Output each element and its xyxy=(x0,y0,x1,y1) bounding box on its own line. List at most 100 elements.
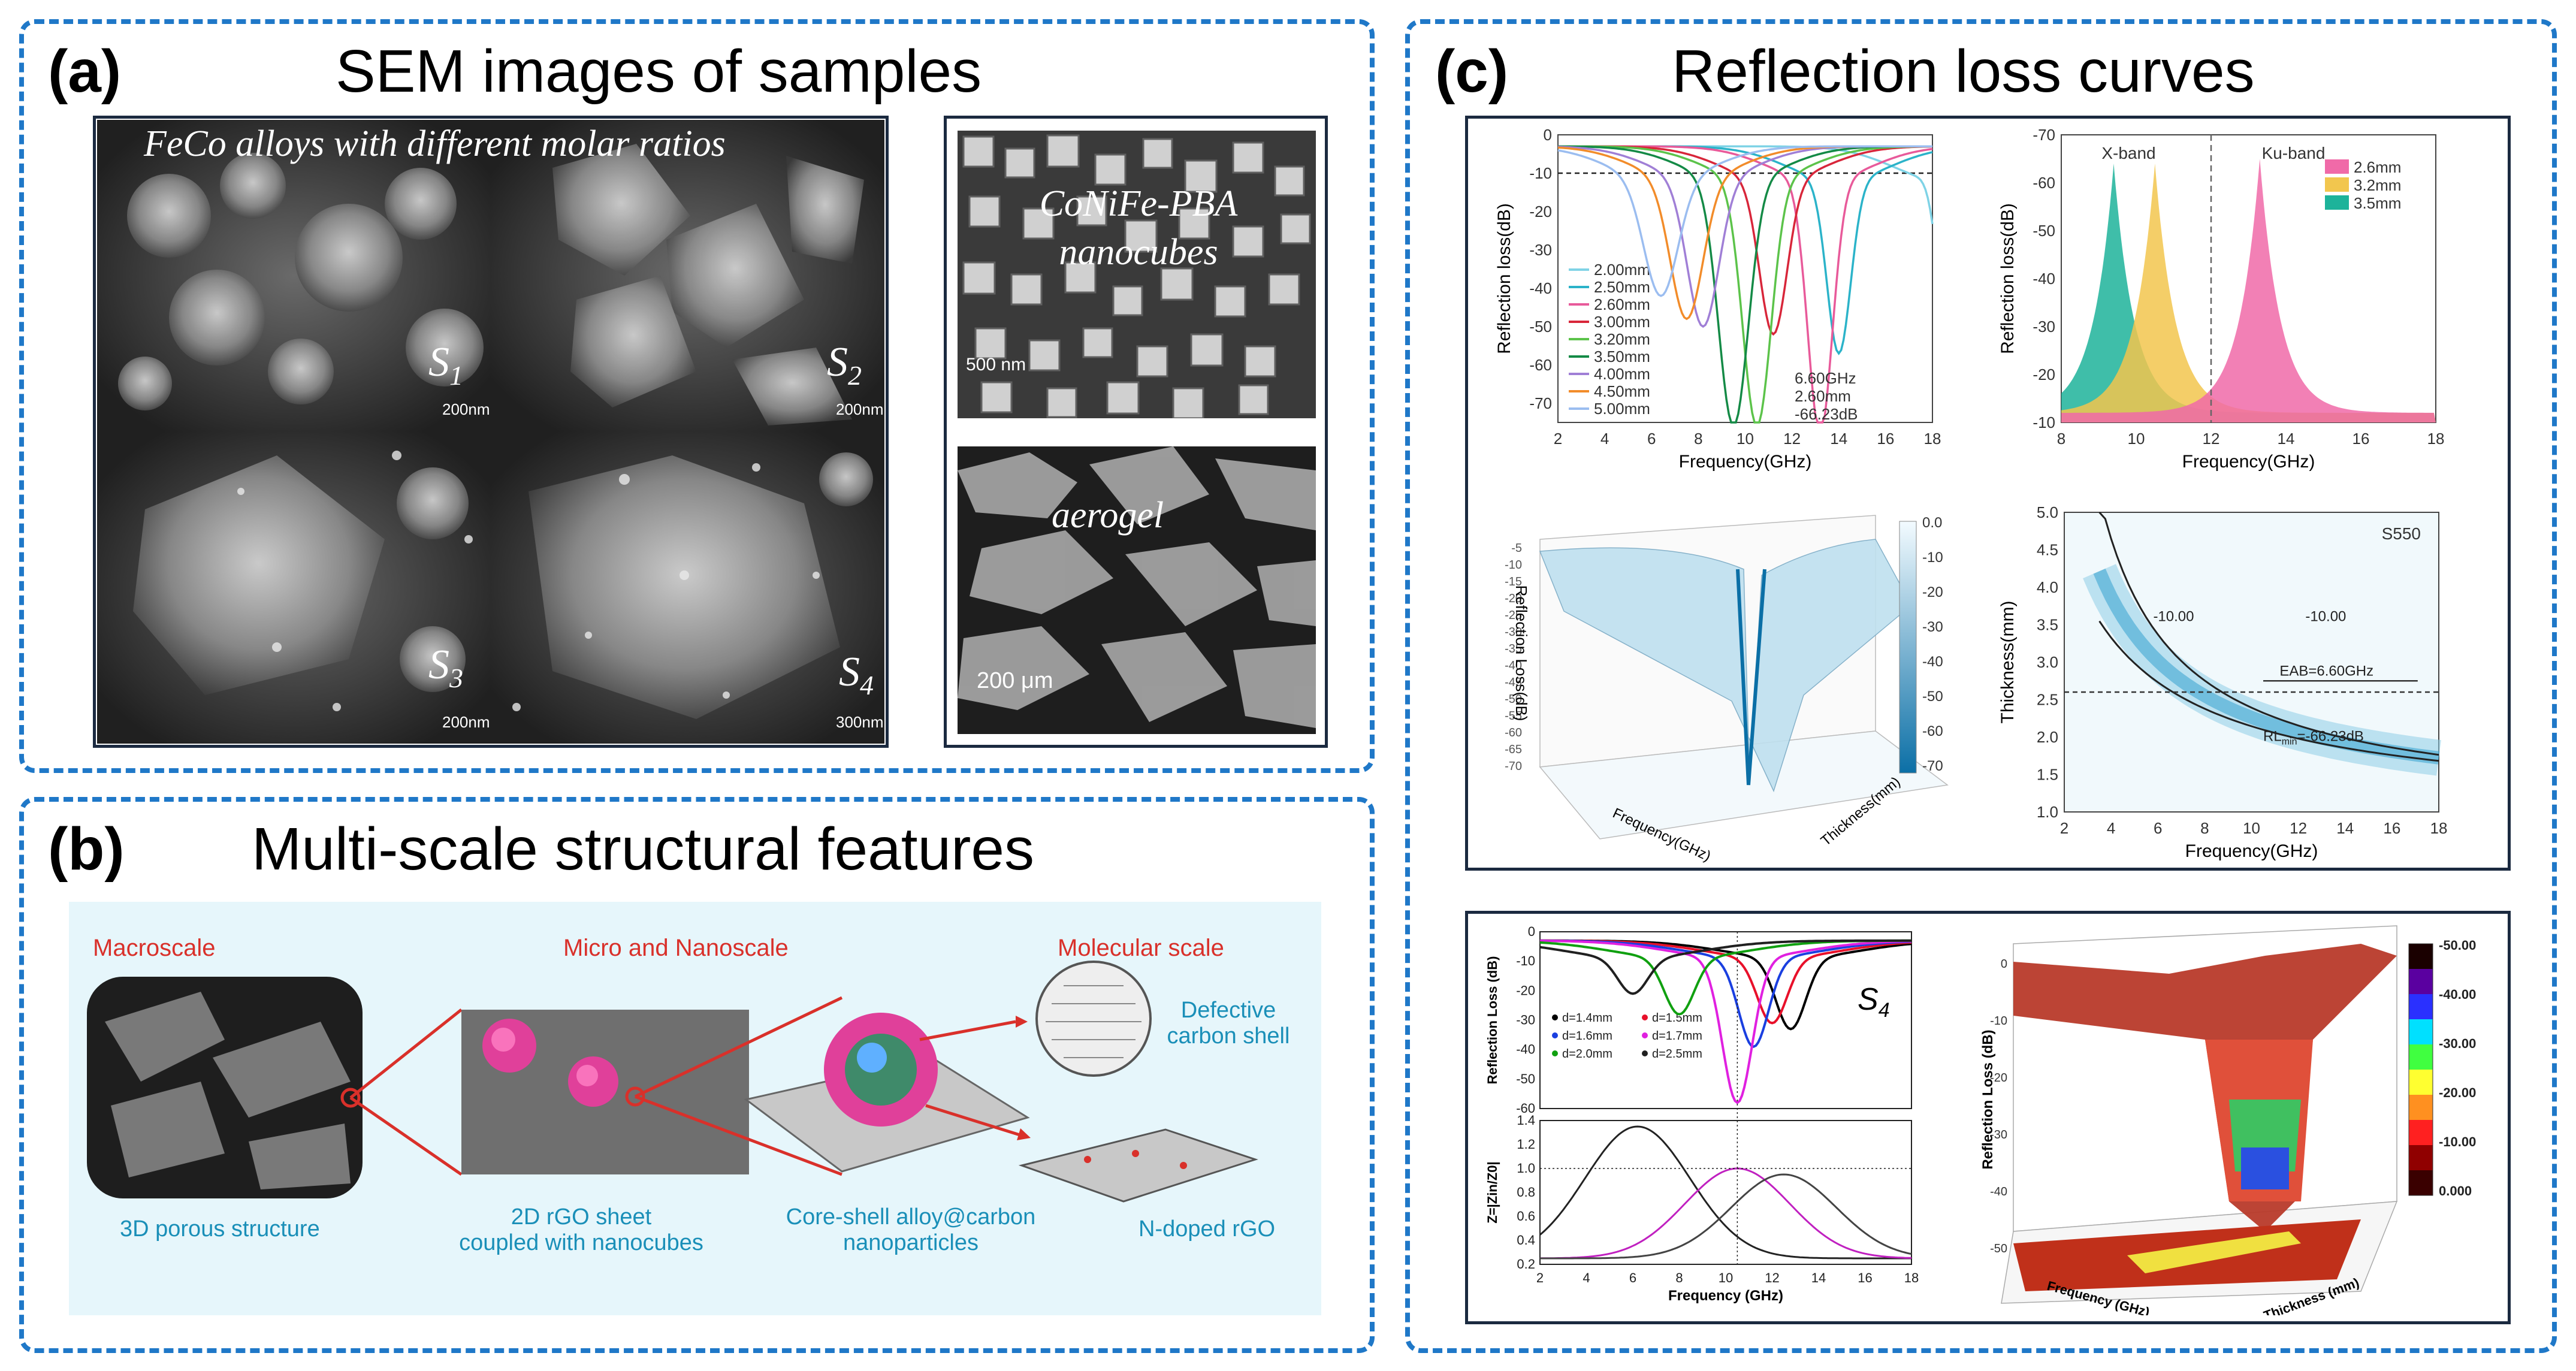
micro-nanoscale-label: Micro and Nanoscale xyxy=(563,935,789,961)
rl-surface xyxy=(2013,944,2397,1231)
colorbar-segment-8 xyxy=(2409,1145,2433,1170)
core-shell-label: Core-shell alloy@carbon nanoparticles xyxy=(786,1204,1036,1255)
x-tick-label: 12 xyxy=(1783,430,1801,448)
x-tick-label: 4 xyxy=(2107,819,2115,837)
x-tick-label: 6 xyxy=(2154,819,2162,837)
y-bottom-tick-label: 1.2 xyxy=(1517,1137,1535,1152)
y-axis-label: Reflection Loss(dB) xyxy=(1512,585,1530,721)
sem-label-s2: S2 xyxy=(827,339,862,391)
colorbar-segment-9 xyxy=(2409,1170,2433,1195)
annotation-text: -66.23dB xyxy=(1795,405,1858,423)
y-tick-label: -40 xyxy=(1990,1185,2007,1198)
legend-marker-5 xyxy=(1642,1050,1648,1056)
y-tick-label: 3.5 xyxy=(2037,616,2058,634)
y-bottom-tick-label: 1.4 xyxy=(1517,1113,1535,1128)
series-area-1 xyxy=(2061,164,2436,422)
y-tick-label: -65 xyxy=(1505,743,1522,756)
colorbar-tick: -30.00 xyxy=(2439,1036,2476,1051)
x-tick-label: 4 xyxy=(1600,430,1609,448)
x-tick-label: 16 xyxy=(1877,430,1894,448)
molecular-scale-label: Molecular scale xyxy=(1058,935,1224,961)
y-top-tick-label: -10 xyxy=(1516,953,1535,968)
y-tick-label: -50 xyxy=(1990,1242,2007,1255)
y-bottom-tick-label: 0.4 xyxy=(1517,1233,1535,1248)
x-tick-label: 12 xyxy=(2290,819,2307,837)
legend-marker-1 xyxy=(1642,1014,1648,1020)
sem-label-s1: S1 xyxy=(428,339,463,391)
porous-structure-label: 3D porous structure xyxy=(120,1216,320,1242)
colorbar-segment-2 xyxy=(2409,994,2433,1019)
y-tick-label: -20 xyxy=(2033,366,2055,383)
impedance-plot-area xyxy=(1539,1120,1912,1265)
panel-b-frame xyxy=(19,797,1375,1353)
legend-label-0: 2.6mm xyxy=(2354,158,2401,176)
contour-label-1: -10.00 xyxy=(2153,608,2194,624)
pba-caption: CoNiFe-PBA nanocubes xyxy=(1039,183,1238,273)
panel-c-title: Reflection loss curves xyxy=(1672,38,2255,105)
legend-marker-0 xyxy=(1552,1014,1558,1020)
rl-minimum-ridge xyxy=(1736,569,1766,786)
annotation-text: 2.60mm xyxy=(1795,387,1851,405)
x-tick-label: 14 xyxy=(2278,430,2295,448)
legend-swatch-0 xyxy=(2325,159,2349,174)
x-tick-label: 10 xyxy=(1719,1270,1733,1285)
y-tick-label: -25 xyxy=(1505,609,1522,622)
panel-b-title: Multi-scale structural features xyxy=(252,816,1035,883)
y-tick-label: -35 xyxy=(1505,642,1522,656)
sem-feco-image xyxy=(97,120,884,744)
panel-a-title: SEM images of samples xyxy=(336,38,982,105)
colorbar-tick: -40 xyxy=(1922,654,1943,670)
y-tick-label: 3.0 xyxy=(2037,653,2058,671)
pba-scale: 500 nm xyxy=(966,355,1026,375)
colorbar-tick: -70 xyxy=(1922,758,1943,774)
x-tick-label: 18 xyxy=(2430,819,2448,837)
chart-rl-curves: 2 4 6 8 10 12 14 16 18 0 -10 -20 -30 -40 -50 -60 -70 Freq… xyxy=(1494,126,1941,472)
aerogel-scale: 200 μm xyxy=(977,668,1053,693)
series-line-8 xyxy=(1557,145,1932,297)
rl-surface-deep-2 xyxy=(2241,1147,2289,1189)
y-tick-label: -20 xyxy=(1529,203,1552,221)
sem-scale-2: 200nm xyxy=(836,400,884,418)
x-axis-label: Frequency (GHz) xyxy=(1668,1288,1783,1304)
y-tick-label: -5 xyxy=(1511,542,1522,555)
y-axis-label: Reflection loss(dB) xyxy=(1998,203,2018,354)
colorbar-tick: 0.000 xyxy=(2439,1183,2472,1198)
legend-label-4: d=2.0mm xyxy=(1562,1047,1612,1061)
x-tick-label: 10 xyxy=(1737,430,1754,448)
annotation-text: 6.60GHz xyxy=(1795,369,1856,387)
x-tick-label: 6 xyxy=(1629,1270,1636,1285)
colorbar-segment-6 xyxy=(2409,1095,2433,1120)
y-tick-label: -45 xyxy=(1505,676,1522,689)
sem-label-s4: S4 xyxy=(839,649,874,700)
legend-marker-4 xyxy=(1552,1050,1558,1056)
colorbar-tick: -50 xyxy=(1922,688,1943,705)
x-tick-label: 2 xyxy=(1554,430,1562,448)
y-tick-label: -10 xyxy=(1505,558,1522,572)
contour-label-2: -10.00 xyxy=(2305,608,2346,624)
y-top-tick-label: -20 xyxy=(1516,983,1535,998)
impedance-curve-2 xyxy=(1540,1173,1912,1260)
legend-marker-2 xyxy=(1552,1032,1558,1038)
chart-thickness-contour: 2 4 6 8 10 12 14 16 18 1.0 1.5 2.0 2.5 3.0 3.5 4.0 4.5 5.… xyxy=(1998,503,2448,861)
sem-label-s3: S3 xyxy=(428,642,463,693)
x-tick-label: 8 xyxy=(1694,430,1702,448)
legend-label-8: 5.00mm xyxy=(1594,400,1650,418)
legend-label-0: 2.00mm xyxy=(1594,261,1650,279)
panel-a-tag: (a) xyxy=(48,38,122,105)
x-tick-label: 14 xyxy=(1811,1270,1826,1285)
y-tick-label: -10 xyxy=(1990,1014,2007,1028)
y-tick-label: -55 xyxy=(1505,709,1522,723)
panel-c-tag: (c) xyxy=(1435,38,1509,105)
colorbar xyxy=(1899,521,1917,774)
legend-label-2: 2.60mm xyxy=(1594,295,1650,313)
colorbar-segment-1 xyxy=(2409,969,2433,994)
rl-min-annotation: RLmin=-66.23dB xyxy=(2263,728,2364,747)
x-axis-label: Frequency(GHz) xyxy=(1679,452,1812,472)
y-tick-label: -70 xyxy=(2033,126,2055,144)
y-tick-label: 0 xyxy=(2001,958,2007,971)
legend-label-7: 4.50mm xyxy=(1594,382,1650,400)
chart-s4-rl-impedance: d=1.4mm d=1.5mm d=1.6mm d=1.7mm d=2.0mm d=2.5… xyxy=(1485,924,1919,1304)
y-bottom-tick-label: 0.6 xyxy=(1517,1209,1535,1224)
chart-s4-3d-surface: -50.00 -40.00 -30.00 -20.00 -10.00 0.000 0 -10 -… xyxy=(1980,925,2476,1315)
y-bottom-axis-label: Z=|Zin/Z0| xyxy=(1485,1161,1500,1223)
